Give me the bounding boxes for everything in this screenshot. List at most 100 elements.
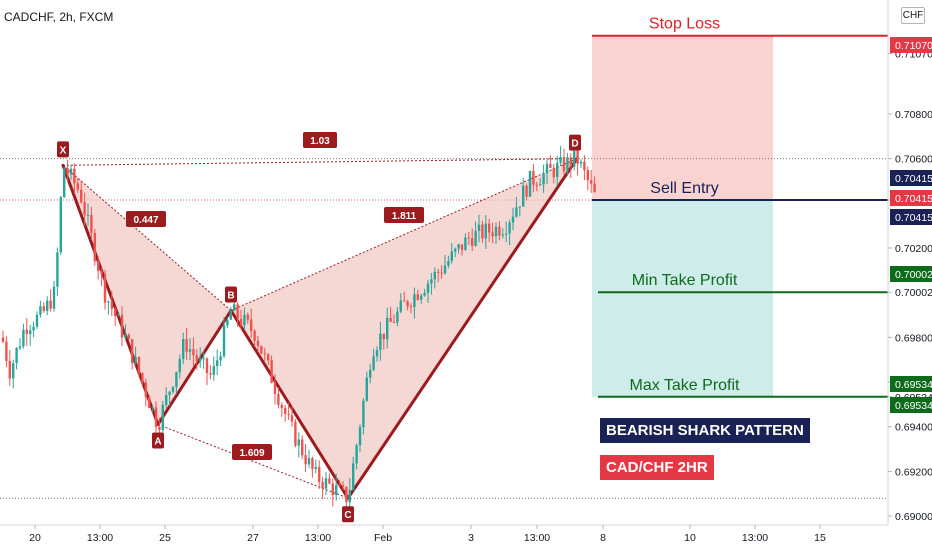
take-profit-zone	[592, 199, 773, 397]
pattern-leg-ab	[156, 309, 233, 426]
candle-body	[328, 478, 331, 484]
candle-body	[290, 415, 294, 422]
y-tick-label: 0.70800	[895, 109, 932, 121]
ratio-badge-0	[126, 211, 166, 227]
candle-body	[5, 341, 8, 361]
candle-body	[379, 333, 382, 351]
stop-loss-zone	[592, 35, 773, 200]
candle-body	[226, 319, 229, 326]
candle-body	[372, 356, 375, 370]
y-tick-label: 0.70002	[895, 287, 932, 299]
candle-body	[137, 357, 141, 374]
candle-body	[107, 301, 110, 303]
candle-body	[348, 490, 351, 503]
candle-body	[494, 226, 498, 237]
candle-body	[559, 156, 562, 163]
candle-body	[501, 234, 504, 236]
candle-body	[131, 339, 134, 363]
candle-body	[239, 318, 243, 326]
candle-body	[1, 337, 5, 342]
pivot-c-label: C	[344, 510, 351, 521]
candle-body	[590, 180, 593, 184]
pivot-b-label: B	[227, 291, 234, 302]
candle-body	[199, 358, 202, 362]
candle-body	[457, 244, 460, 249]
x-tick-label: 13:00	[87, 532, 113, 544]
candle-body	[301, 439, 304, 456]
candle-body	[294, 421, 297, 446]
candle-body	[185, 339, 188, 352]
ratio-label-3: 1.811	[392, 211, 417, 222]
candle-body	[46, 300, 49, 311]
candle-body	[355, 445, 358, 464]
axis-flag-label-1: 0.70415	[895, 173, 932, 185]
candle-body	[280, 405, 283, 408]
candle-body	[593, 183, 596, 193]
candle-body	[467, 237, 470, 239]
symbol-title: CADCHF, 2h, FXCM	[4, 10, 114, 24]
x-tick-label: Feb	[374, 532, 392, 544]
candle-body	[403, 300, 406, 302]
candle-body	[209, 373, 212, 375]
candle-body	[233, 304, 236, 311]
candle-body	[15, 348, 18, 364]
candle-body	[32, 326, 35, 331]
candle-body	[127, 335, 130, 340]
candle-body	[413, 294, 416, 307]
candle-body	[56, 252, 59, 287]
candle-body	[284, 407, 287, 414]
ac-connector	[157, 424, 349, 499]
bcd-triangle	[231, 158, 577, 499]
axis-flag-label-3: 0.70415	[895, 212, 932, 224]
candle-body	[382, 333, 385, 340]
candle-body	[73, 168, 76, 184]
candle-body	[447, 261, 450, 266]
candle-body	[154, 407, 158, 427]
candle-body	[440, 272, 443, 274]
candle-body	[35, 314, 39, 327]
candle-body	[522, 185, 525, 207]
x-tick-label: 13:00	[524, 532, 550, 544]
candle-body	[416, 294, 419, 300]
candle-body	[549, 163, 552, 168]
candle-body	[471, 238, 474, 246]
candle-body	[216, 360, 219, 367]
pivot-b-badge	[225, 286, 237, 303]
candle-body	[287, 413, 290, 416]
candle-body	[539, 184, 542, 186]
candle-body	[69, 168, 73, 175]
candle-body	[243, 314, 246, 326]
candle-body	[29, 330, 32, 335]
ratio-label-1: 1.03	[310, 136, 330, 147]
ratio-badge-2	[232, 444, 272, 460]
candle-body	[420, 295, 423, 300]
candle-body	[389, 317, 392, 322]
candle-body	[532, 170, 535, 185]
candle-body	[52, 286, 56, 309]
candle-body	[267, 354, 270, 361]
candle-body	[114, 308, 117, 317]
x-tick-label: 10	[684, 532, 696, 544]
candle-body	[304, 455, 307, 465]
currency-button[interactable]: CHF	[901, 7, 925, 24]
candle-body	[22, 329, 25, 347]
candle-body	[365, 377, 368, 401]
pair-tag: CAD/CHF 2HR	[600, 455, 714, 480]
candle-body	[97, 261, 100, 272]
pivot-d-label: D	[571, 139, 578, 150]
x-tick-label: 3	[468, 532, 474, 544]
candle-body	[195, 355, 198, 362]
candle-body	[556, 162, 559, 178]
candle-body	[481, 224, 484, 239]
candle-body	[341, 485, 345, 487]
candle-body	[399, 300, 402, 312]
candle-body	[488, 223, 491, 233]
candle-body	[165, 395, 168, 405]
candle-body	[117, 315, 120, 317]
candle-body	[464, 237, 467, 251]
axis-flag-label-6: 0.69534	[895, 400, 932, 412]
ratio-label-0: 0.447	[133, 215, 158, 226]
candle-body	[345, 486, 348, 503]
candle-body	[535, 184, 538, 186]
